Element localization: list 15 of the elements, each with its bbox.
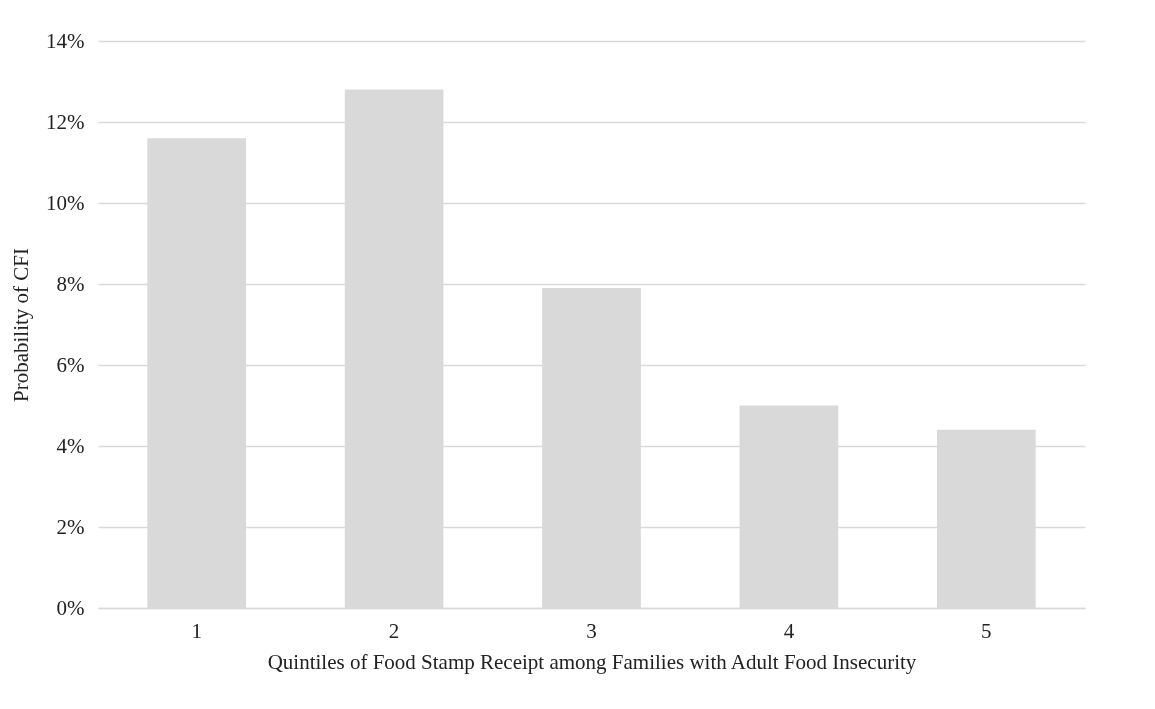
x-tick-label: 4 bbox=[783, 618, 795, 643]
x-tick-label: 5 bbox=[981, 618, 992, 643]
y-tick-label: 0% bbox=[56, 595, 85, 620]
y-tick-label: 14% bbox=[46, 28, 85, 53]
y-tick-label: 4% bbox=[56, 433, 85, 458]
x-tick-label: 1 bbox=[191, 618, 202, 643]
y-tick-label: 6% bbox=[56, 352, 85, 377]
x-axis-title: Quintiles of Food Stamp Receipt among Families with Adult Food Insecurity bbox=[267, 649, 917, 674]
y-axis-title: Probability of CFI bbox=[9, 247, 34, 403]
y-tick-label: 2% bbox=[56, 514, 85, 539]
y-tick-label: 12% bbox=[46, 109, 85, 134]
x-tick-label: 2 bbox=[388, 618, 400, 643]
y-tick-label: 8% bbox=[56, 271, 85, 296]
y-tick-label: 10% bbox=[46, 190, 85, 215]
x-tick-label: 3 bbox=[586, 618, 597, 643]
